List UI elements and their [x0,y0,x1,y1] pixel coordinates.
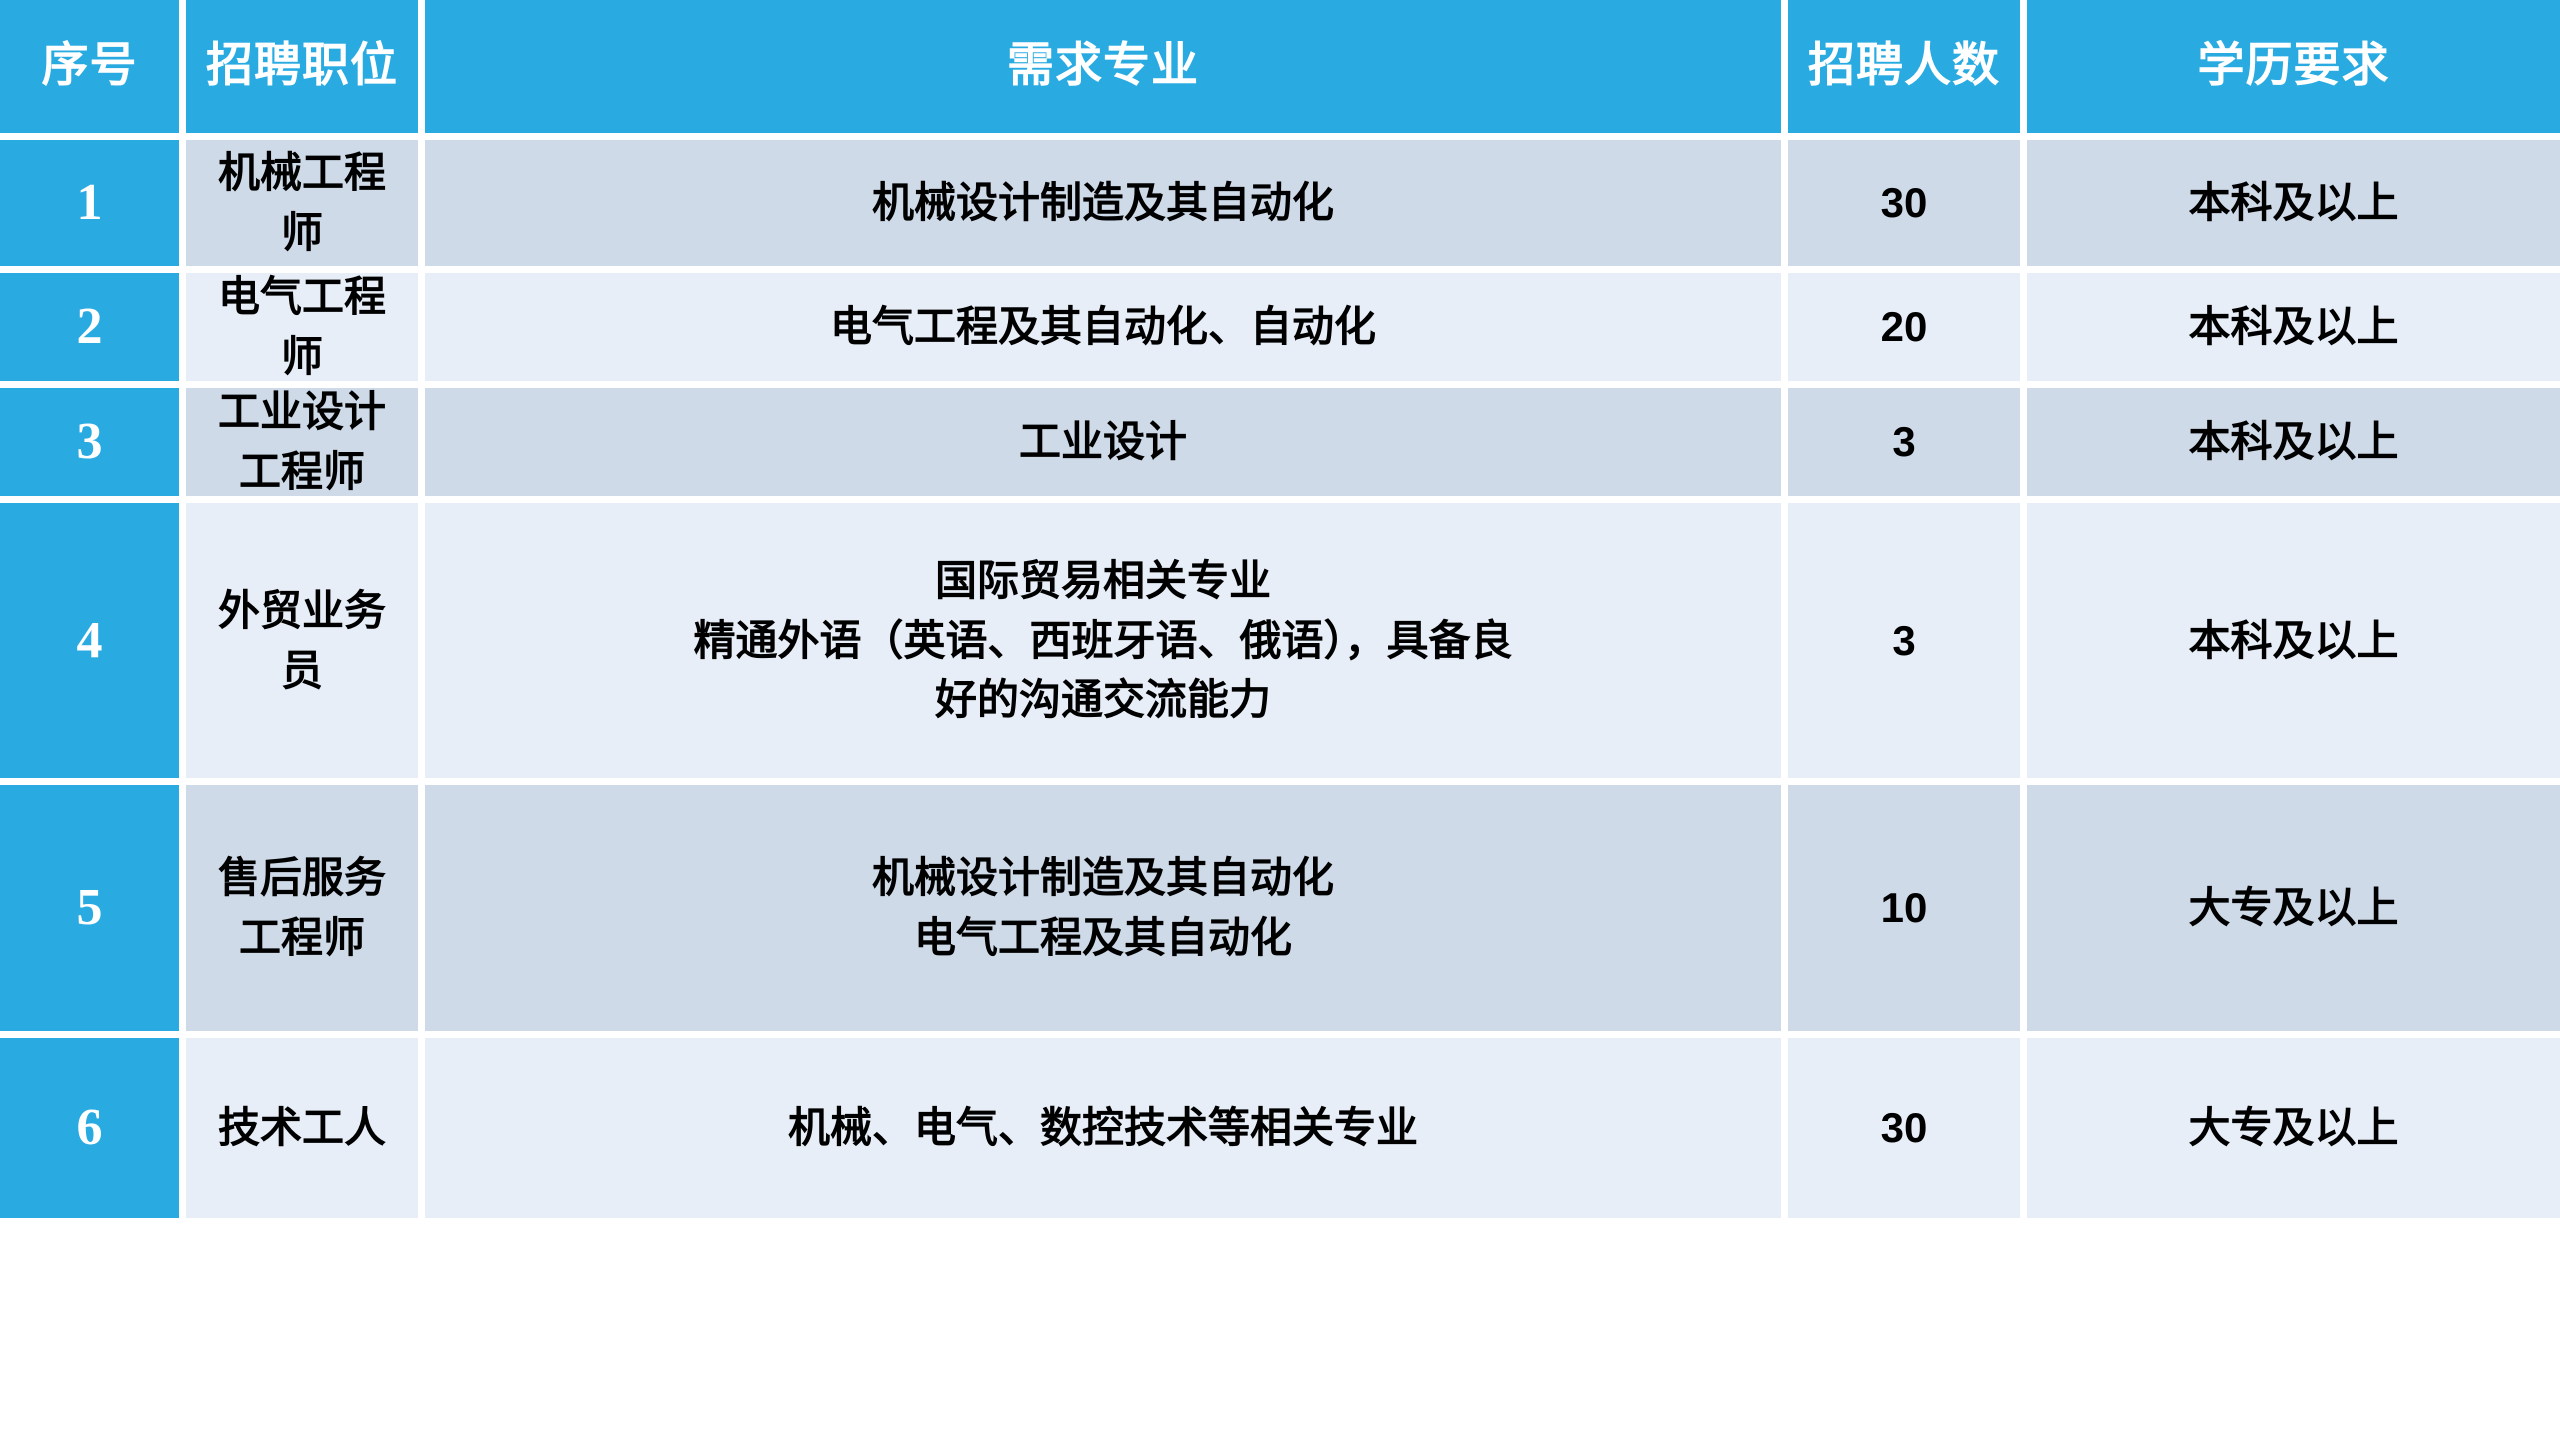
column-header-index: 序号 [0,0,186,133]
cell-major: 机械设计制造及其自动化 [425,140,1788,266]
cell-index: 2 [0,273,186,381]
major-line: 电气工程及其自动化 [913,914,1292,961]
major-line: 机械设计制造及其自动化 [871,854,1334,902]
major-line: 电气工程及其自动化、自动化 [829,303,1376,351]
cell-post: 售后服务工程师 [186,785,425,1031]
cell-index: 3 [0,388,186,496]
column-header-education: 学历要求 [2027,0,2560,133]
cell-education: 本科及以上 [2027,140,2560,266]
table-row: 6 技术工人 机械、电气、数控技术等相关专业 30 大专及以上 [0,1038,2560,1218]
table-row: 2 电气工程师 电气工程及其自动化、自动化 20 本科及以上 [0,273,2560,388]
table-row: 5 售后服务工程师 机械设计制造及其自动化 电气工程及其自动化 10 大专及以上 [0,785,2560,1038]
table-row: 3 工业设计工程师 工业设计 3 本科及以上 [0,388,2560,503]
cell-count: 20 [1788,273,2027,381]
cell-post: 外贸业务员 [186,503,425,778]
cell-count: 30 [1788,140,2027,266]
cell-post: 电气工程师 [186,273,425,381]
cell-education: 本科及以上 [2027,388,2560,496]
cell-index: 4 [0,503,186,778]
cell-index: 6 [0,1038,186,1218]
cell-major: 机械、电气、数控技术等相关专业 [425,1038,1788,1218]
table-row: 4 外贸业务员 国际贸易相关专业 精通外语（英语、西班牙语、俄语），具备良 好的… [0,503,2560,785]
cell-count: 10 [1788,785,2027,1031]
cell-post: 机械工程师 [186,140,425,266]
table-row: 1 机械工程师 机械设计制造及其自动化 30 本科及以上 [0,140,2560,273]
cell-education: 大专及以上 [2027,785,2560,1031]
major-line: 国际贸易相关专业 [934,557,1271,605]
major-line: 精通外语（英语、西班牙语、俄语），具备良 [693,616,1513,664]
major-line: 好的沟通交流能力 [934,676,1271,724]
cell-count: 30 [1788,1038,2027,1218]
column-header-post: 招聘职位 [186,0,425,133]
cell-education: 大专及以上 [2027,1038,2560,1218]
major-line: 机械、电气、数控技术等相关专业 [787,1104,1418,1152]
cell-major: 电气工程及其自动化、自动化 [425,273,1788,381]
cell-major: 工业设计 [425,388,1788,496]
cell-count: 3 [1788,503,2027,778]
column-header-major: 需求专业 [425,0,1788,133]
major-line: 机械设计制造及其自动化 [871,179,1334,227]
cell-education: 本科及以上 [2027,273,2560,381]
column-header-count: 招聘人数 [1788,0,2027,133]
cell-index: 1 [0,140,186,266]
cell-major: 机械设计制造及其自动化 电气工程及其自动化 [425,785,1788,1031]
cell-education: 本科及以上 [2027,503,2560,778]
cell-count: 3 [1788,388,2027,496]
cell-post: 工业设计工程师 [186,388,425,496]
major-line: 工业设计 [1018,418,1187,466]
cell-index: 5 [0,785,186,1031]
cell-post: 技术工人 [186,1038,425,1218]
cell-major: 国际贸易相关专业 精通外语（英语、西班牙语、俄语），具备良 好的沟通交流能力 [425,503,1788,778]
table-header-row: 序号 招聘职位 需求专业 招聘人数 学历要求 [0,0,2560,140]
